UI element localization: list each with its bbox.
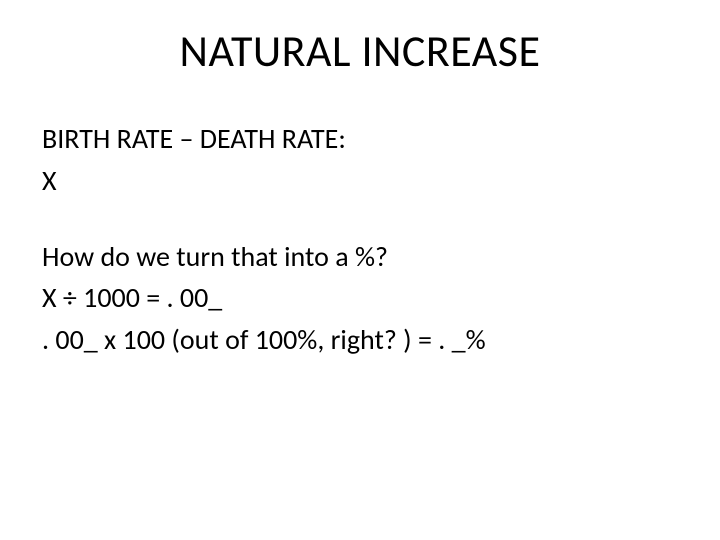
body-line-4: X ÷ 1000 = . 00_ (42, 279, 662, 317)
body-line-1: BIRTH RATE – DEATH RATE: (42, 120, 662, 158)
body-line-3: How do we turn that into a %? (42, 238, 662, 276)
slide-body: BIRTH RATE – DEATH RATE: X How do we tur… (42, 120, 662, 363)
body-line-2: X (42, 162, 662, 200)
slide: NATURAL INCREASE BIRTH RATE – DEATH RATE… (0, 0, 720, 540)
body-line-5: . 00_ x 100 (out of 100%, right? ) = . _… (42, 321, 662, 359)
slide-title: NATURAL INCREASE (0, 24, 720, 78)
paragraph-gap (42, 204, 662, 238)
